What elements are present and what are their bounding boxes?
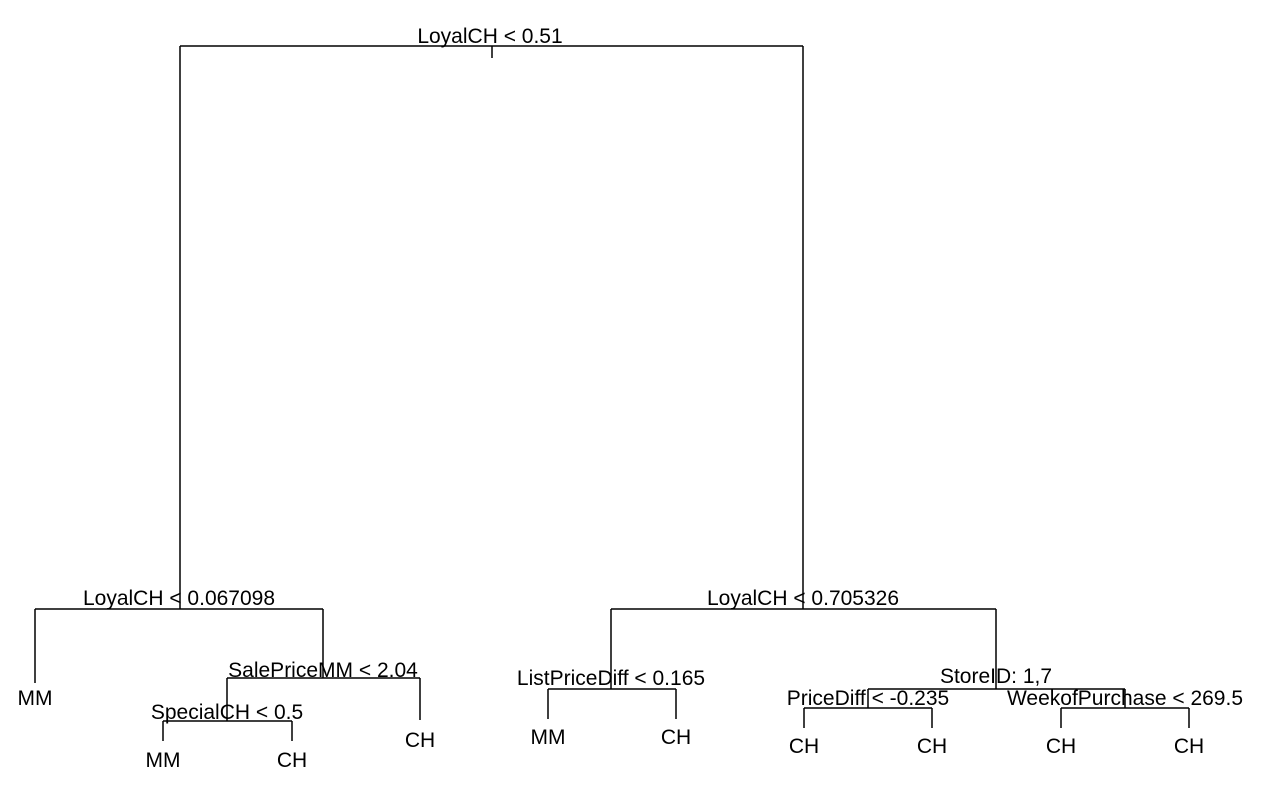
split-label-n4: SalePriceMM < 2.04 [228, 659, 418, 682]
tree-edges [34, 45, 1190, 741]
split-label-n1: LoyalCH < 0.51 [417, 25, 562, 48]
leaf-label-leaf_ch_5: CH [917, 735, 947, 758]
leaf-label-leaf_ch_4: CH [789, 735, 819, 758]
split-label-n8: PriceDiff < -0.235 [787, 687, 949, 710]
leaf-label-leaf_ch_7: CH [1174, 735, 1204, 758]
leaf-label-leaf_mm_2: MM [146, 749, 181, 772]
leaf-label-leaf_ch_6: CH [1046, 735, 1076, 758]
split-label-n6: ListPriceDiff < 0.165 [517, 667, 705, 690]
leaf-label-leaf_ch_2: CH [277, 749, 307, 772]
tree-labels: LoyalCH < 0.51 LoyalCH < 0.067098 SalePric… [18, 25, 1244, 772]
leaf-label-leaf_mm_3: MM [531, 726, 566, 749]
split-label-n7: StoreID: 1,7 [940, 665, 1052, 688]
leaf-label-leaf_ch_3: CH [661, 726, 691, 749]
split-label-n9: WeekofPurchase < 269.5 [1007, 687, 1243, 710]
split-label-n2: LoyalCH < 0.067098 [83, 587, 275, 610]
leaf-label-leaf_ch_1: CH [405, 729, 435, 752]
split-label-n5: SpecialCH < 0.5 [151, 701, 303, 724]
split-label-n3: LoyalCH < 0.705326 [707, 587, 899, 610]
leaf-label-leaf_mm_1: MM [18, 687, 53, 710]
